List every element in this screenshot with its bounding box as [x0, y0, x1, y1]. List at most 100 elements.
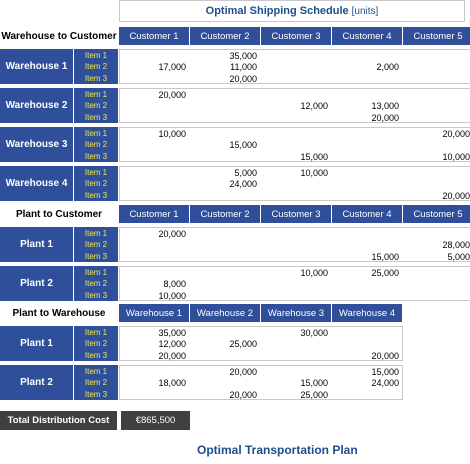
group-label: Warehouse 4: [0, 166, 73, 201]
item-list: Item 1 Item 2 Item 3: [73, 49, 118, 84]
item-label: Item 3: [84, 190, 108, 200]
column-header: Customer 4: [332, 27, 402, 45]
group-label: Plant 1: [0, 227, 73, 262]
item-label: Item 2: [84, 62, 108, 72]
value-cell: 5,000: [447, 251, 470, 262]
value-grid: 5,000 10,000 24,000 20,000: [119, 166, 470, 201]
value-cell: 35,000: [229, 51, 257, 61]
section-label: Plant to Customer: [15, 208, 103, 220]
value-cell: 11,000: [230, 62, 257, 73]
item-list: Item 1 Item 2 Item 3: [73, 166, 118, 201]
group-label: Warehouse 3: [0, 127, 73, 162]
section-label: Warehouse to Customer: [1, 30, 117, 42]
value-cell: 20,000: [158, 350, 186, 361]
value-cell: 20,000: [158, 90, 186, 100]
value-cell: 20,000: [229, 389, 257, 400]
item-label: Item 1: [84, 51, 108, 61]
schedule-title: Optimal Shipping Schedule [units]: [119, 0, 465, 22]
value-cell: 8,000: [163, 279, 186, 290]
column-header: Warehouse 4: [332, 304, 402, 322]
value-grid: 20,000 28,000 15,000 5,000: [119, 227, 470, 262]
value-cell: 20,000: [229, 367, 257, 377]
column-header: Customer 1: [119, 27, 189, 45]
value-cell: 30,000: [300, 328, 328, 338]
column-header: Warehouse 1: [119, 304, 189, 322]
column-header: Customer 2: [190, 205, 260, 223]
section-label: Plant to Warehouse: [12, 307, 106, 319]
value-grid: 35,000 17,000 11,000 2,000 20,000: [119, 49, 470, 84]
value-cell: 15,000: [371, 367, 399, 377]
item-list: Item 1 Item 2 Item 3: [73, 227, 118, 262]
column-header: Customer 5: [403, 205, 470, 223]
item-label: Item 2: [84, 240, 108, 250]
value-cell: 20,000: [158, 229, 186, 239]
value-cell: 35,000: [158, 328, 186, 338]
item-label: Item 2: [84, 378, 108, 388]
schedule-title-text: Optimal Shipping Schedule: [205, 5, 349, 17]
value-cell: 12,000: [158, 339, 186, 350]
value-cell: 10,000: [158, 129, 186, 139]
item-label: Item 1: [84, 367, 108, 377]
value-grid: 10,000 20,000 15,000 15,000 10,000: [119, 127, 470, 162]
total-cost-value: €865,500: [121, 411, 190, 430]
column-header: Customer 2: [190, 27, 260, 45]
item-label: Item 3: [84, 290, 108, 300]
item-label: Item 1: [84, 328, 108, 338]
item-label: Item 3: [84, 350, 108, 360]
value-cell: 24,000: [371, 378, 399, 389]
item-label: Item 3: [84, 151, 108, 161]
item-label: Item 2: [84, 279, 108, 289]
value-cell: 25,000: [229, 339, 257, 350]
value-cell: 28,000: [442, 240, 470, 251]
group-label: Warehouse 2: [0, 88, 73, 123]
value-cell: 20,000: [442, 129, 470, 139]
item-label: Item 2: [84, 101, 108, 111]
value-cell: 12,000: [300, 101, 328, 112]
value-grid: 20,000 15,000 18,000 15,000 24,000 20,000 25,0…: [119, 365, 403, 400]
item-list: Item 1 Item 2 Item 3: [73, 127, 118, 162]
value-cell: 25,000: [371, 268, 399, 278]
column-header: Customer 4: [332, 205, 402, 223]
value-cell: 13,000: [371, 101, 399, 112]
value-cell: 10,000: [442, 151, 470, 162]
group-label: Plant 2: [0, 266, 73, 301]
value-cell: 24,000: [229, 179, 257, 190]
group-label: Plant 1: [0, 326, 73, 361]
plan-caption: Optimal Transportation Plan: [197, 443, 358, 457]
item-label: Item 1: [84, 168, 108, 178]
group-label: Plant 2: [0, 365, 73, 400]
column-header: Customer 3: [261, 27, 331, 45]
value-cell: 20,000: [371, 350, 399, 361]
value-cell: 18,000: [158, 378, 186, 389]
value-grid: 20,000 12,000 13,000 20,000: [119, 88, 470, 123]
item-label: Item 3: [84, 73, 108, 83]
value-cell: 15,000: [371, 251, 399, 262]
item-label: Item 1: [84, 90, 108, 100]
column-header: Warehouse 2: [190, 304, 260, 322]
value-cell: 2,000: [376, 62, 399, 73]
value-cell: 25,000: [300, 389, 328, 400]
item-label: Item 3: [84, 112, 108, 122]
column-header: Customer 1: [119, 205, 189, 223]
item-list: Item 1 Item 2 Item 3: [73, 88, 118, 123]
column-header: Customer 5: [403, 27, 470, 45]
value-cell: 15,000: [300, 151, 328, 162]
value-cell: 10,000: [300, 268, 328, 278]
total-cost-label: Total Distribution Cost: [0, 411, 117, 430]
item-label: Item 2: [84, 339, 108, 349]
item-label: Item 2: [84, 140, 108, 150]
value-cell: 10,000: [300, 168, 328, 178]
value-cell: 10,000: [158, 290, 186, 301]
item-label: Item 3: [84, 389, 108, 399]
item-list: Item 1 Item 2 Item 3: [73, 326, 118, 361]
item-label: Item 3: [84, 251, 108, 261]
value-cell: 17,000: [158, 62, 186, 73]
value-cell: 15,000: [229, 140, 257, 151]
item-label: Item 2: [84, 179, 108, 189]
value-cell: 20,000: [371, 112, 399, 123]
schedule-title-unit: [units]: [351, 5, 379, 17]
column-header: Warehouse 3: [261, 304, 331, 322]
item-list: Item 1 Item 2 Item 3: [73, 365, 118, 400]
value-grid: 10,000 25,000 8,000 10,000: [119, 266, 470, 301]
item-label: Item 1: [84, 229, 108, 239]
